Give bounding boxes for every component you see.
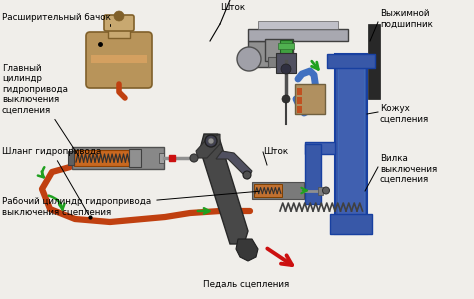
Polygon shape bbox=[200, 134, 248, 244]
Circle shape bbox=[114, 11, 124, 21]
Bar bbox=[276, 53, 296, 73]
Bar bbox=[74, 150, 129, 166]
Bar bbox=[258, 21, 338, 29]
Bar bbox=[248, 29, 348, 41]
FancyBboxPatch shape bbox=[86, 32, 152, 88]
Bar bbox=[305, 144, 321, 204]
Bar bbox=[335, 54, 367, 234]
Text: Расширительный бачок: Расширительный бачок bbox=[2, 13, 111, 26]
FancyBboxPatch shape bbox=[104, 15, 134, 31]
Bar bbox=[254, 184, 282, 197]
Circle shape bbox=[243, 171, 251, 179]
Bar bbox=[338, 57, 364, 231]
Circle shape bbox=[322, 187, 329, 194]
Text: Рабочий цилиндр гидропривода
выключения сцепления: Рабочий цилиндр гидропривода выключения … bbox=[2, 191, 259, 217]
Bar bbox=[278, 43, 294, 49]
Text: Шланг гидропривода: Шланг гидропривода bbox=[2, 147, 101, 215]
Bar bbox=[295, 84, 325, 114]
Polygon shape bbox=[236, 239, 258, 261]
Circle shape bbox=[237, 47, 261, 71]
Bar bbox=[129, 149, 141, 167]
Circle shape bbox=[281, 64, 291, 74]
Bar bbox=[327, 54, 375, 68]
Bar bbox=[252, 182, 304, 199]
Circle shape bbox=[205, 135, 217, 147]
Bar bbox=[297, 106, 302, 113]
Bar bbox=[159, 153, 164, 163]
Bar bbox=[297, 88, 302, 95]
Bar bbox=[318, 187, 323, 195]
Bar bbox=[280, 40, 292, 54]
Text: Вилка
выключения
сцепления: Вилка выключения сцепления bbox=[380, 154, 437, 184]
Bar bbox=[72, 147, 164, 169]
Bar bbox=[305, 142, 335, 154]
Bar bbox=[91, 55, 147, 63]
Circle shape bbox=[190, 154, 198, 162]
Text: Педаль сцепления: Педаль сцепления bbox=[203, 280, 289, 289]
Polygon shape bbox=[216, 151, 252, 179]
Bar bbox=[265, 39, 293, 61]
Text: Выжимной
подшипник: Выжимной подшипник bbox=[380, 9, 433, 29]
Bar bbox=[248, 41, 270, 67]
Text: Главный
цилиндр
гидропривода
выключения
сцепления: Главный цилиндр гидропривода выключения … bbox=[2, 64, 79, 156]
Text: Шток: Шток bbox=[220, 3, 246, 12]
Bar bbox=[108, 29, 130, 38]
Circle shape bbox=[208, 138, 214, 144]
Bar bbox=[297, 97, 302, 104]
Bar bbox=[268, 57, 290, 67]
Bar bbox=[68, 151, 74, 165]
Bar bbox=[330, 214, 372, 234]
Polygon shape bbox=[196, 134, 220, 158]
Bar bbox=[368, 24, 380, 99]
Circle shape bbox=[282, 95, 290, 103]
Text: Кожух
сцепления: Кожух сцепления bbox=[380, 104, 429, 124]
Text: Шток: Шток bbox=[263, 147, 288, 155]
